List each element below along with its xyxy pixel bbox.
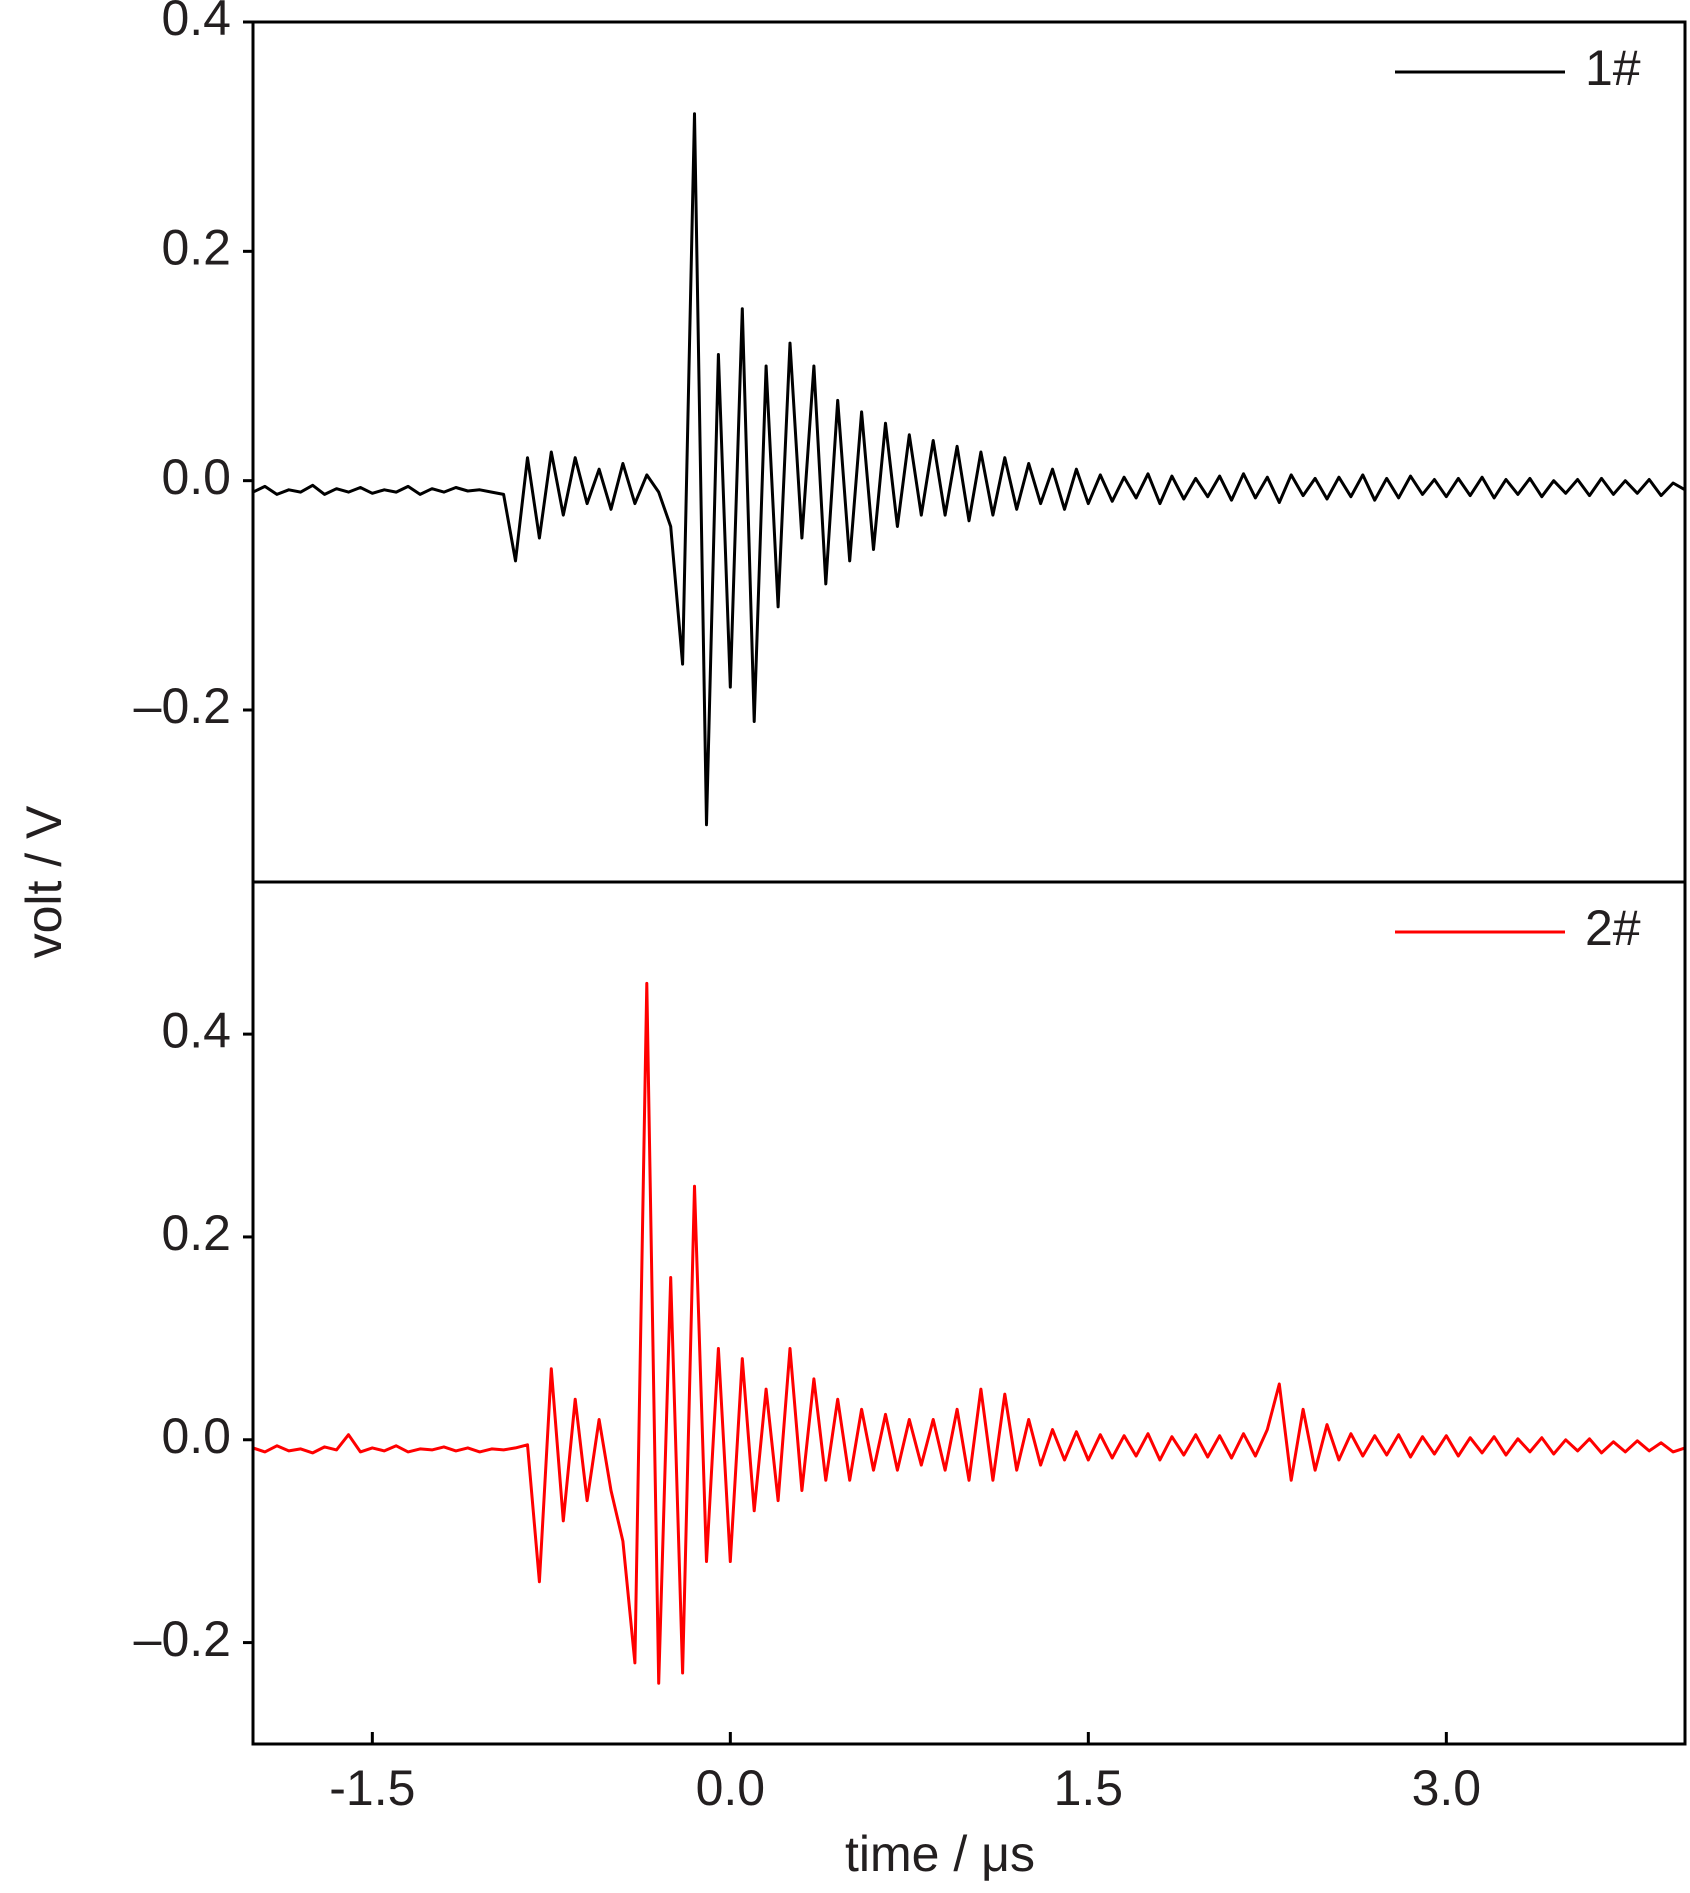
series-line (252, 112, 1686, 827)
x-tick-label: 3.0 (1412, 1760, 1482, 1816)
y-tick-label: 0.2 (161, 220, 231, 276)
y-axis-label: volt / V (16, 805, 72, 958)
x-tick-label: 0.0 (696, 1760, 766, 1816)
y-tick-label: 0.4 (161, 0, 231, 46)
x-tick-label: 1.5 (1054, 1760, 1124, 1816)
y-tick-label: 0.0 (161, 449, 231, 505)
legend-label: 2# (1585, 900, 1641, 956)
x-axis-label: time / μs (845, 1826, 1035, 1882)
y-tick-label: 0.4 (161, 1002, 231, 1058)
y-tick-label: –0.2 (134, 1611, 231, 1667)
series-line (252, 981, 1686, 1685)
y-tick-label: 0.2 (161, 1205, 231, 1261)
plot-frame (251, 880, 1687, 1746)
y-tick-label: 0.0 (161, 1408, 231, 1464)
legend-label: 1# (1585, 40, 1641, 96)
plot-frame (251, 20, 1687, 884)
x-tick-label: -1.5 (329, 1760, 415, 1816)
y-tick-label: –0.2 (134, 678, 231, 734)
